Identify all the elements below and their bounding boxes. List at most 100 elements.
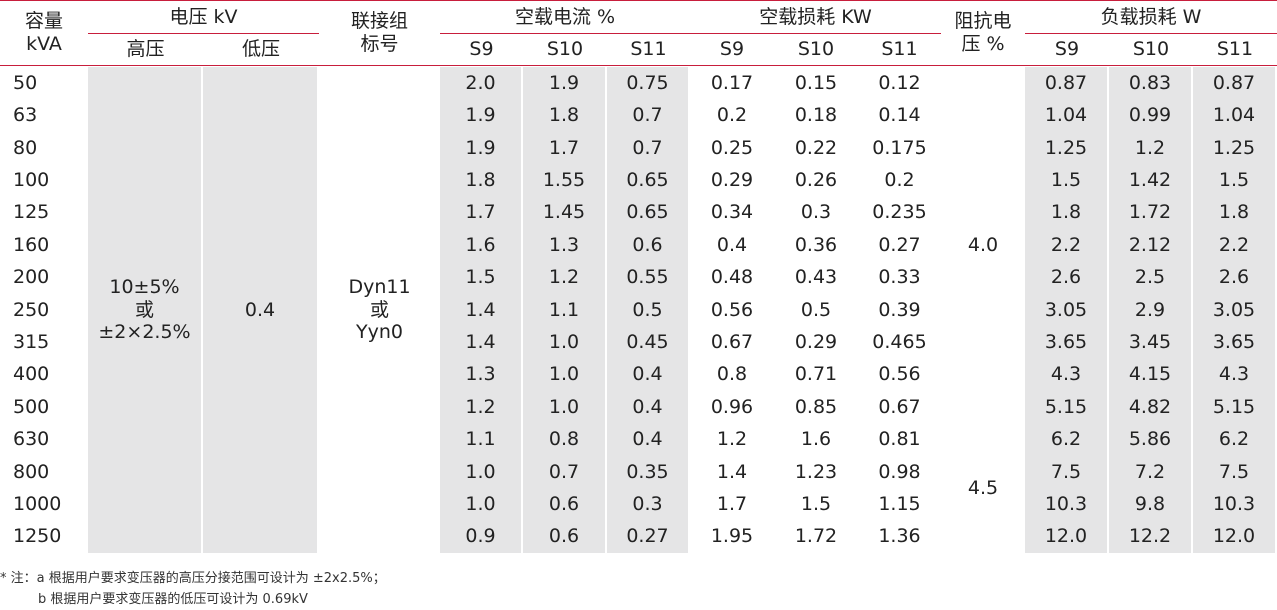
noload-current-cell: 1.0 bbox=[523, 391, 605, 424]
noload-current-cell: 1.0 bbox=[440, 455, 521, 489]
noload-current-cell: 0.7 bbox=[607, 99, 688, 132]
noload-current-cell: 1.55 bbox=[523, 164, 605, 197]
noload-loss-cell: 0.67 bbox=[690, 326, 774, 359]
header-low-voltage: 低压 bbox=[203, 34, 319, 64]
load-loss-cell: 1.04 bbox=[1025, 99, 1107, 132]
noload-loss-cell: 0.36 bbox=[774, 229, 858, 262]
noload-loss-cell: 1.6 bbox=[774, 423, 858, 456]
noload-current-cell: 1.8 bbox=[523, 99, 605, 132]
noload-loss-cell: 0.29 bbox=[774, 326, 858, 359]
load-loss-cell: 2.12 bbox=[1109, 229, 1191, 262]
load-loss-cell: 0.87 bbox=[1193, 67, 1275, 100]
noload-current-cell: 1.8 bbox=[440, 164, 521, 197]
noload-loss-cell: 0.8 bbox=[690, 358, 774, 391]
load-loss-cell: 1.8 bbox=[1193, 196, 1275, 229]
noload-current-cell: 0.8 bbox=[523, 423, 605, 456]
high-voltage-value-line: 或 bbox=[134, 298, 154, 321]
load-loss-cell: 2.6 bbox=[1193, 261, 1275, 294]
connection-value-line: Dyn11 bbox=[348, 275, 411, 298]
header-voltage: 电压 kV bbox=[88, 2, 319, 33]
noload-loss-cell: 0.235 bbox=[858, 196, 941, 229]
header-connection-line: 联接组 bbox=[350, 10, 408, 33]
noload-current-cell: 1.5 bbox=[440, 261, 521, 294]
load-loss-cell: 1.25 bbox=[1193, 131, 1275, 165]
noload-current-cell: 0.6 bbox=[523, 520, 605, 553]
header-rule bbox=[88, 33, 319, 34]
noload-current-cell: 0.4 bbox=[607, 423, 688, 456]
load-loss-cell: 7.5 bbox=[1025, 455, 1107, 489]
load-loss-cell: 2.9 bbox=[1109, 293, 1191, 327]
noload-loss-cell: 0.14 bbox=[858, 99, 941, 132]
load-loss-cell: 2.2 bbox=[1025, 229, 1107, 262]
noload-loss-cell: 0.43 bbox=[774, 261, 858, 294]
noload-loss-cell: 0.39 bbox=[858, 293, 941, 327]
noload-current-cell: 1.7 bbox=[440, 196, 521, 229]
noload-current-cell: 0.4 bbox=[607, 391, 688, 424]
capacity-cell: 200 bbox=[0, 261, 88, 294]
noload-current-cell: 0.65 bbox=[607, 196, 688, 229]
noload-loss-cell: 1.4 bbox=[690, 455, 774, 489]
header-rule bbox=[0, 65, 1277, 66]
noload-current-cell: 1.6 bbox=[440, 229, 521, 262]
noload-loss-cell: 0.22 bbox=[774, 131, 858, 165]
note-b: b 根据用户要求变压器的低压可设计为 0.69kV bbox=[38, 592, 308, 607]
high-voltage-value-line: 10±5% bbox=[109, 275, 180, 298]
header-capacity-line: 容量 bbox=[24, 10, 63, 33]
load-loss-cell: 1.5 bbox=[1193, 164, 1275, 197]
noload-current-cell: 1.3 bbox=[440, 358, 521, 391]
header-series-s11: S11 bbox=[1193, 34, 1277, 64]
noload-loss-cell: 0.2 bbox=[858, 164, 941, 197]
load-loss-cell: 0.87 bbox=[1025, 67, 1107, 100]
noload-current-cell: 0.27 bbox=[607, 520, 688, 553]
load-loss-cell: 2.6 bbox=[1025, 261, 1107, 294]
header-load-loss: 负载损耗 W bbox=[1025, 2, 1277, 33]
noload-loss-cell: 0.12 bbox=[858, 67, 941, 100]
noload-loss-cell: 0.5 bbox=[774, 293, 858, 327]
header-series-s10: S10 bbox=[774, 34, 858, 64]
connection-value: Dyn11 或 Yyn0 bbox=[319, 67, 440, 553]
noload-current-cell: 1.2 bbox=[523, 261, 605, 294]
noload-current-cell: 0.5 bbox=[607, 293, 688, 327]
load-loss-cell: 1.2 bbox=[1109, 131, 1191, 165]
header-rule bbox=[1025, 33, 1277, 34]
noload-current-cell: 1.4 bbox=[440, 293, 521, 327]
header-series-s9: S9 bbox=[440, 34, 523, 64]
capacity-cell: 630 bbox=[0, 423, 88, 456]
noload-loss-cell: 0.98 bbox=[858, 455, 941, 489]
noload-current-cell: 1.9 bbox=[440, 131, 521, 165]
load-loss-cell: 1.72 bbox=[1109, 196, 1191, 229]
header-capacity-line: kVA bbox=[26, 33, 62, 55]
noload-loss-cell: 0.3 bbox=[774, 196, 858, 229]
load-loss-cell: 7.5 bbox=[1193, 455, 1275, 489]
noload-loss-cell: 0.67 bbox=[858, 391, 941, 424]
load-loss-cell: 3.05 bbox=[1193, 293, 1275, 327]
header-connection: 联接组 标号 bbox=[319, 2, 440, 64]
load-loss-cell: 0.99 bbox=[1109, 99, 1191, 132]
noload-current-cell: 0.75 bbox=[607, 67, 688, 100]
noload-loss-cell: 0.17 bbox=[690, 67, 774, 100]
transformer-parameter-table: 容量 kVA 电压 kV 高压 低压 联接组 标号 空载电流 % 空载损耗 KW 阻抗电压 % 负载… bbox=[0, 0, 1277, 553]
noload-current-cell: 0.9 bbox=[440, 520, 521, 553]
noload-current-cell: 1.0 bbox=[440, 488, 521, 521]
noload-loss-cell: 0.27 bbox=[858, 229, 941, 262]
noload-current-cell: 0.3 bbox=[607, 488, 688, 521]
noload-loss-cell: 0.85 bbox=[774, 391, 858, 424]
high-voltage-value: 10±5% 或 ±2×2.5% bbox=[88, 67, 201, 553]
noload-loss-cell: 1.2 bbox=[690, 423, 774, 456]
load-loss-cell: 12.0 bbox=[1193, 520, 1275, 553]
capacity-cell: 50 bbox=[0, 67, 88, 100]
noload-loss-cell: 0.48 bbox=[690, 261, 774, 294]
noload-loss-cell: 1.95 bbox=[690, 520, 774, 553]
noload-loss-cell: 0.71 bbox=[774, 358, 858, 391]
noload-loss-cell: 0.33 bbox=[858, 261, 941, 294]
header-series-s9: S9 bbox=[1025, 34, 1109, 64]
noload-loss-cell: 0.56 bbox=[690, 293, 774, 327]
load-loss-cell: 5.86 bbox=[1109, 423, 1191, 456]
header-capacity: 容量 kVA bbox=[0, 2, 88, 64]
header-impedance: 阻抗电压 % bbox=[941, 2, 1025, 64]
noload-loss-cell: 0.15 bbox=[774, 67, 858, 100]
header-impedance-line: 阻抗电 bbox=[954, 10, 1012, 33]
noload-current-cell: 2.0 bbox=[440, 67, 521, 100]
table-notes: * 注：a 根据用户要求变压器的高压分接范围可设计为 ±2x2.5%； b 根据… bbox=[0, 568, 386, 610]
header-series-s11: S11 bbox=[607, 34, 690, 64]
